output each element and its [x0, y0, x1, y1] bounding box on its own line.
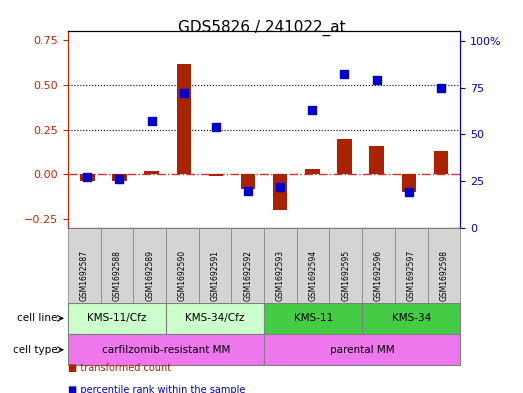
Text: GSM1692587: GSM1692587 — [80, 250, 89, 301]
Text: cell line: cell line — [17, 313, 58, 323]
Text: KMS-34: KMS-34 — [392, 313, 431, 323]
Point — [244, 187, 252, 194]
Point — [372, 77, 381, 83]
Point — [276, 184, 285, 190]
Point — [405, 189, 413, 196]
Bar — [402, 174, 416, 192]
Text: GSM1692598: GSM1692598 — [439, 250, 448, 301]
Bar — [176, 64, 191, 174]
Bar — [273, 174, 288, 210]
Bar — [369, 146, 384, 174]
Text: GSM1692589: GSM1692589 — [145, 250, 154, 301]
Text: ■ transformed count: ■ transformed count — [68, 364, 171, 373]
Point — [115, 176, 123, 182]
Bar — [241, 174, 255, 189]
Text: GSM1692591: GSM1692591 — [211, 250, 220, 301]
Text: GSM1692593: GSM1692593 — [276, 250, 285, 301]
Bar — [144, 171, 159, 174]
Point — [308, 107, 316, 113]
Bar — [305, 169, 320, 174]
Bar — [80, 174, 95, 182]
Text: GDS5826 / 241022_at: GDS5826 / 241022_at — [178, 20, 345, 36]
Text: GSM1692588: GSM1692588 — [112, 250, 121, 301]
Text: parental MM: parental MM — [330, 345, 394, 355]
Text: GSM1692597: GSM1692597 — [407, 250, 416, 301]
Point — [212, 124, 220, 130]
Point — [340, 72, 349, 78]
Text: GSM1692590: GSM1692590 — [178, 250, 187, 301]
Point — [147, 118, 156, 125]
Bar — [337, 139, 352, 174]
Text: KMS-11: KMS-11 — [293, 313, 333, 323]
Text: carfilzomib-resistant MM: carfilzomib-resistant MM — [102, 345, 230, 355]
Point — [83, 174, 92, 180]
Text: KMS-11/Cfz: KMS-11/Cfz — [87, 313, 147, 323]
Bar — [112, 174, 127, 182]
Text: ■ percentile rank within the sample: ■ percentile rank within the sample — [68, 385, 245, 393]
Point — [179, 90, 188, 96]
Text: GSM1692595: GSM1692595 — [342, 250, 350, 301]
Bar — [434, 151, 448, 174]
Text: GSM1692596: GSM1692596 — [374, 250, 383, 301]
Text: cell type: cell type — [13, 345, 58, 355]
Text: GSM1692592: GSM1692592 — [243, 250, 252, 301]
Text: KMS-34/Cfz: KMS-34/Cfz — [185, 313, 245, 323]
Text: GSM1692594: GSM1692594 — [309, 250, 317, 301]
Bar — [209, 174, 223, 176]
Point — [437, 84, 445, 91]
